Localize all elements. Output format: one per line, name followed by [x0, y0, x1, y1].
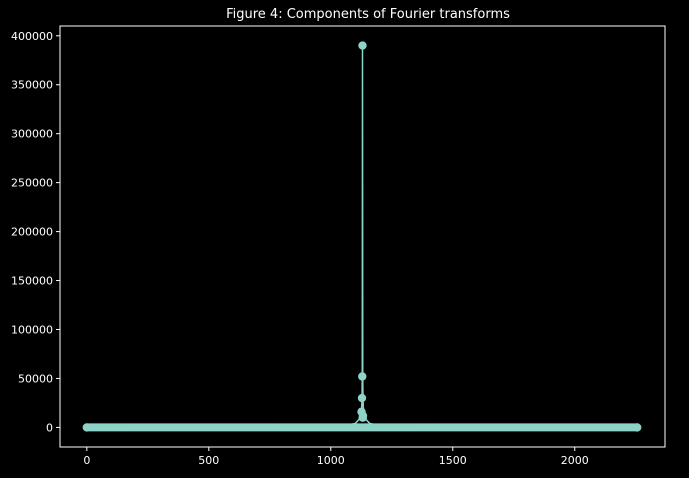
x-tick-label: 0 — [83, 454, 90, 467]
data-point — [357, 393, 367, 403]
x-tick-label: 2000 — [561, 454, 589, 467]
x-tick-label: 1000 — [317, 454, 345, 467]
data-point — [358, 413, 367, 422]
data-point — [82, 423, 92, 432]
data-point — [632, 423, 642, 432]
plot-frame — [59, 25, 666, 448]
y-tick-label: 300000 — [11, 128, 53, 141]
y-tick-label: 50000 — [18, 372, 53, 385]
series-group — [82, 41, 642, 432]
data-point — [358, 41, 367, 50]
y-tick-label: 400000 — [11, 30, 53, 43]
x-tick-label: 1500 — [439, 454, 467, 467]
y-tick-label: 150000 — [11, 275, 53, 288]
series-line — [86, 45, 638, 429]
y-tick-label: 250000 — [11, 177, 53, 190]
x-tick-label: 500 — [198, 454, 219, 467]
chart-title: Figure 4: Components of Fourier transfor… — [226, 7, 510, 22]
data-point — [358, 372, 367, 381]
x-axis-ticks: 0 500 1000 1500 2000 — [83, 447, 589, 467]
central-noise-band — [330, 423, 395, 430]
y-tick-label: 0 — [46, 421, 53, 434]
y-tick-label: 100000 — [11, 324, 53, 337]
y-tick-label: 200000 — [11, 226, 53, 239]
axes — [59, 25, 666, 448]
y-tick-label: 350000 — [11, 79, 53, 92]
y-axis-ticks: 0 50000 100000 150000 200000 250000 300000 3500… — [11, 30, 60, 434]
